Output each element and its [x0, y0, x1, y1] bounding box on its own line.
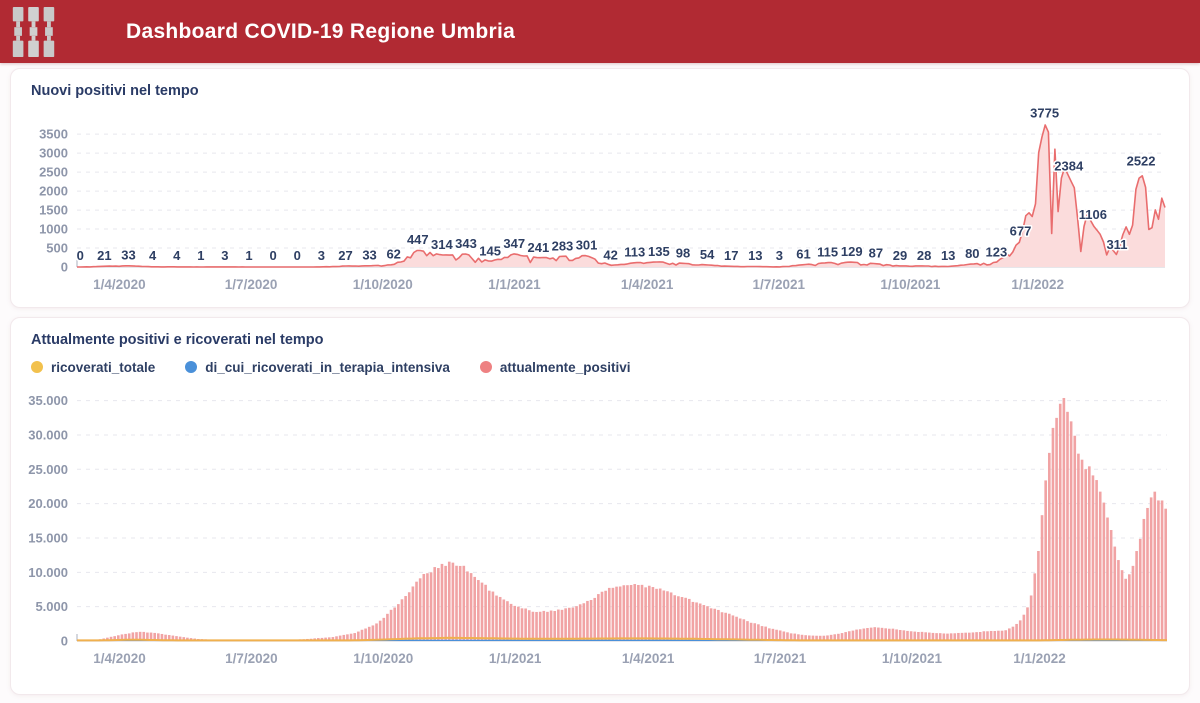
svg-text:0: 0 [77, 248, 84, 263]
svg-text:241: 241 [527, 240, 549, 255]
svg-text:301: 301 [576, 238, 598, 253]
svg-text:25.000: 25.000 [28, 462, 68, 477]
svg-text:2500: 2500 [39, 165, 68, 180]
svg-text:3000: 3000 [39, 146, 68, 161]
svg-text:35.000: 35.000 [28, 393, 68, 408]
svg-text:129: 129 [841, 244, 863, 259]
svg-text:4: 4 [173, 248, 181, 263]
svg-text:447: 447 [407, 232, 429, 247]
svg-text:62: 62 [386, 247, 400, 262]
svg-text:3775: 3775 [1030, 106, 1059, 121]
svg-text:1/10/2020: 1/10/2020 [353, 651, 413, 666]
svg-text:113: 113 [624, 245, 645, 260]
legend-label-ricoverati-totale: ricoverati_totale [51, 359, 156, 375]
svg-text:1/7/2020: 1/7/2020 [225, 651, 278, 666]
svg-text:28: 28 [917, 248, 931, 263]
svg-text:27: 27 [338, 248, 352, 263]
svg-text:135: 135 [648, 244, 670, 259]
svg-text:15.000: 15.000 [28, 530, 68, 545]
svg-text:1/1/2021: 1/1/2021 [489, 651, 542, 666]
svg-text:1/4/2020: 1/4/2020 [93, 651, 146, 666]
svg-text:29: 29 [893, 248, 907, 263]
svg-text:20.000: 20.000 [28, 496, 68, 511]
svg-text:1/1/2022: 1/1/2022 [1011, 277, 1064, 292]
legend-dot-yellow-icon [31, 361, 43, 373]
svg-text:1/7/2021: 1/7/2021 [754, 651, 807, 666]
svg-text:80: 80 [965, 246, 979, 261]
svg-text:13: 13 [941, 248, 955, 263]
svg-text:10.000: 10.000 [28, 565, 68, 580]
svg-text:54: 54 [700, 247, 715, 262]
svg-text:2384: 2384 [1054, 159, 1084, 174]
svg-text:0: 0 [270, 248, 277, 263]
svg-text:4: 4 [149, 248, 157, 263]
svg-text:3: 3 [318, 248, 325, 263]
regione-umbria-logo-icon [8, 4, 60, 60]
svg-text:1/1/2022: 1/1/2022 [1013, 651, 1066, 666]
svg-text:1: 1 [197, 248, 204, 263]
attualmente-positivi-chart-title: Attualmente positivi e ricoverati nel te… [31, 332, 324, 348]
svg-text:61: 61 [796, 247, 810, 262]
svg-text:145: 145 [479, 243, 501, 258]
svg-text:0: 0 [294, 248, 301, 263]
svg-text:123: 123 [986, 244, 1008, 259]
svg-text:1/10/2021: 1/10/2021 [880, 277, 941, 292]
page-title: Dashboard COVID-19 Regione Umbria [126, 19, 516, 43]
nuovi-positivi-chart-title: Nuovi positivi nel tempo [31, 83, 199, 99]
svg-text:1/7/2021: 1/7/2021 [752, 277, 805, 292]
svg-text:98: 98 [676, 245, 690, 260]
svg-text:677: 677 [1010, 223, 1032, 238]
svg-text:1500: 1500 [39, 203, 68, 218]
svg-text:0: 0 [61, 260, 68, 275]
svg-text:3500: 3500 [39, 127, 68, 142]
svg-text:1: 1 [245, 248, 252, 263]
legend-label-terapia-intensiva: di_cui_ricoverati_in_terapia_intensiva [205, 359, 450, 375]
svg-text:500: 500 [46, 241, 68, 256]
svg-text:21: 21 [97, 248, 111, 263]
svg-text:0: 0 [61, 634, 68, 649]
svg-text:30.000: 30.000 [28, 427, 68, 442]
svg-text:1106: 1106 [1079, 207, 1107, 222]
svg-text:115: 115 [817, 245, 838, 260]
svg-text:1/4/2021: 1/4/2021 [622, 651, 675, 666]
svg-text:42: 42 [603, 247, 617, 262]
chart-legend: ricoverati_totale di_cui_ricoverati_in_t… [31, 357, 1173, 377]
svg-text:33: 33 [362, 248, 376, 263]
legend-item-ricoverati-totale[interactable]: ricoverati_totale [31, 360, 155, 375]
legend-label-attualmente-positivi: attualmente_positivi [499, 359, 631, 375]
dashboard-main: Nuovi positivi nel tempo 0 500 1000 1500 200… [0, 68, 1200, 695]
svg-text:13: 13 [748, 248, 762, 263]
legend-item-attualmente-positivi[interactable]: attualmente_positivi [479, 359, 631, 375]
legend-item-terapia-intensiva[interactable]: di_cui_ricoverati_in_terapia_intensiva [185, 360, 450, 375]
svg-text:2522: 2522 [1127, 153, 1156, 168]
svg-text:314: 314 [431, 237, 453, 252]
svg-text:311: 311 [1106, 237, 1127, 252]
svg-text:1/1/2021: 1/1/2021 [488, 277, 541, 292]
attualmente-positivi-chart[interactable]: 0 5.000 10.000 15.000 20.000 25.000 30.000 35.0… [27, 379, 1173, 677]
svg-text:3: 3 [776, 248, 783, 263]
nuovi-positivi-card: Nuovi positivi nel tempo 0 500 1000 1500 200… [10, 68, 1190, 308]
svg-text:1/4/2021: 1/4/2021 [621, 277, 674, 292]
svg-text:17: 17 [724, 248, 738, 263]
svg-text:2000: 2000 [39, 184, 68, 199]
svg-text:5.000: 5.000 [35, 599, 68, 614]
svg-text:1000: 1000 [39, 222, 68, 237]
attualmente-positivi-card: Attualmente positivi e ricoverati nel te… [10, 317, 1190, 695]
svg-text:347: 347 [503, 236, 525, 251]
svg-text:1/10/2021: 1/10/2021 [882, 651, 943, 666]
svg-text:3: 3 [221, 248, 228, 263]
svg-text:343: 343 [455, 236, 477, 251]
svg-text:283: 283 [552, 238, 574, 253]
legend-dot-blue-icon [185, 361, 198, 373]
legend-dot-red-icon [479, 361, 492, 373]
svg-text:33: 33 [121, 248, 135, 263]
svg-text:87: 87 [869, 246, 883, 261]
svg-text:1/7/2020: 1/7/2020 [225, 277, 278, 292]
svg-text:1/4/2020: 1/4/2020 [93, 277, 146, 292]
app-header: Dashboard COVID-19 Regione Umbria [0, 0, 1200, 63]
svg-text:1/10/2020: 1/10/2020 [353, 277, 413, 292]
